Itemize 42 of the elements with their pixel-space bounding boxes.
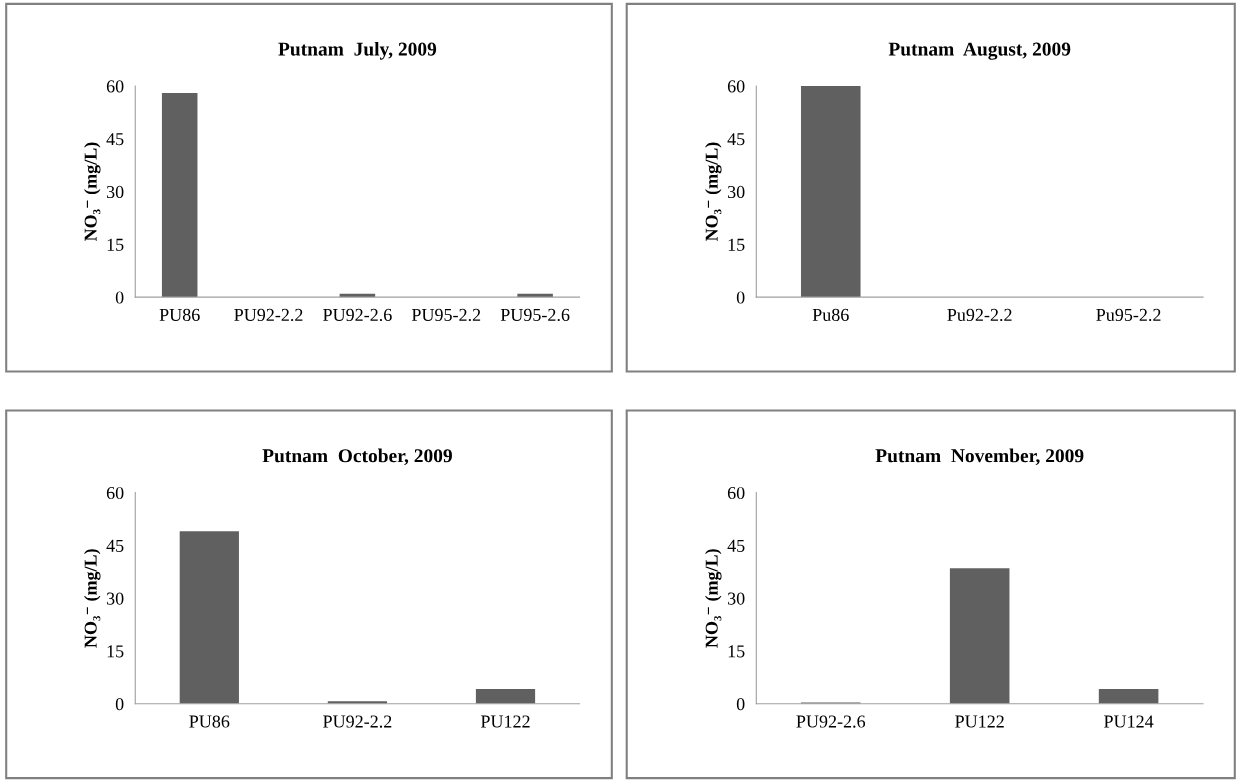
- y-tick-label: 60: [106, 80, 124, 93]
- y-tick-label: 0: [115, 291, 124, 304]
- y-tick-label: 45: [727, 133, 745, 146]
- y-tick-label: 60: [727, 80, 745, 93]
- x-tick-label: PU122: [480, 715, 530, 728]
- chart-title: Putnam October, 2009: [262, 448, 452, 466]
- x-tick-label: Pu92-2.2: [947, 308, 1012, 322]
- y-axis-title: NO₃⁻ (mg/L): [84, 142, 101, 242]
- x-tick-label: PU95-2.6: [500, 308, 570, 322]
- y-tick-label: 0: [115, 698, 124, 711]
- y-tick-label: 0: [736, 291, 745, 304]
- y-tick-label: 0: [736, 698, 745, 711]
- y-tick-label: 30: [106, 592, 124, 605]
- x-tick-label: PU92-2.2: [234, 308, 303, 322]
- y-axis-title: NO₃⁻ (mg/L): [705, 142, 722, 242]
- x-tick-label: PU92-2.2: [323, 715, 392, 728]
- y-axis-title: NO₃⁻ (mg/L): [84, 549, 101, 648]
- y-tick-label: 45: [106, 539, 124, 552]
- y-tick-label: 15: [728, 645, 745, 658]
- x-tick-label: PU122: [955, 715, 1004, 728]
- chart-title: Putnam August, 2009: [888, 42, 1071, 60]
- x-tick-label: Pu86: [812, 308, 849, 321]
- x-tick-label: PU86: [189, 715, 230, 728]
- y-tick-label: 45: [727, 539, 745, 552]
- y-tick-label: 60: [106, 486, 124, 500]
- chart-title: Putnam November, 2009: [875, 448, 1084, 466]
- x-tick-label: PU86: [159, 308, 200, 321]
- y-tick-label: 30: [106, 185, 124, 199]
- y-tick-label: 60: [727, 486, 745, 500]
- y-tick-label: 15: [728, 238, 745, 251]
- y-axis-title: NO₃⁻ (mg/L): [705, 549, 722, 648]
- y-tick-label: 30: [727, 185, 745, 199]
- y-tick-label: 30: [727, 592, 745, 605]
- x-tick-label: PU92-2.6: [796, 715, 866, 728]
- chart-title: Putnam July, 2009: [278, 41, 437, 60]
- y-tick-label: 15: [107, 645, 124, 658]
- y-tick-label: 15: [107, 238, 124, 251]
- x-tick-label: PU124: [1104, 715, 1154, 728]
- x-tick-label: PU95-2.2: [411, 308, 481, 322]
- x-tick-label: Pu95-2.2: [1096, 308, 1161, 322]
- y-tick-label: 45: [106, 133, 124, 146]
- x-tick-label: PU92-2.6: [323, 308, 392, 322]
